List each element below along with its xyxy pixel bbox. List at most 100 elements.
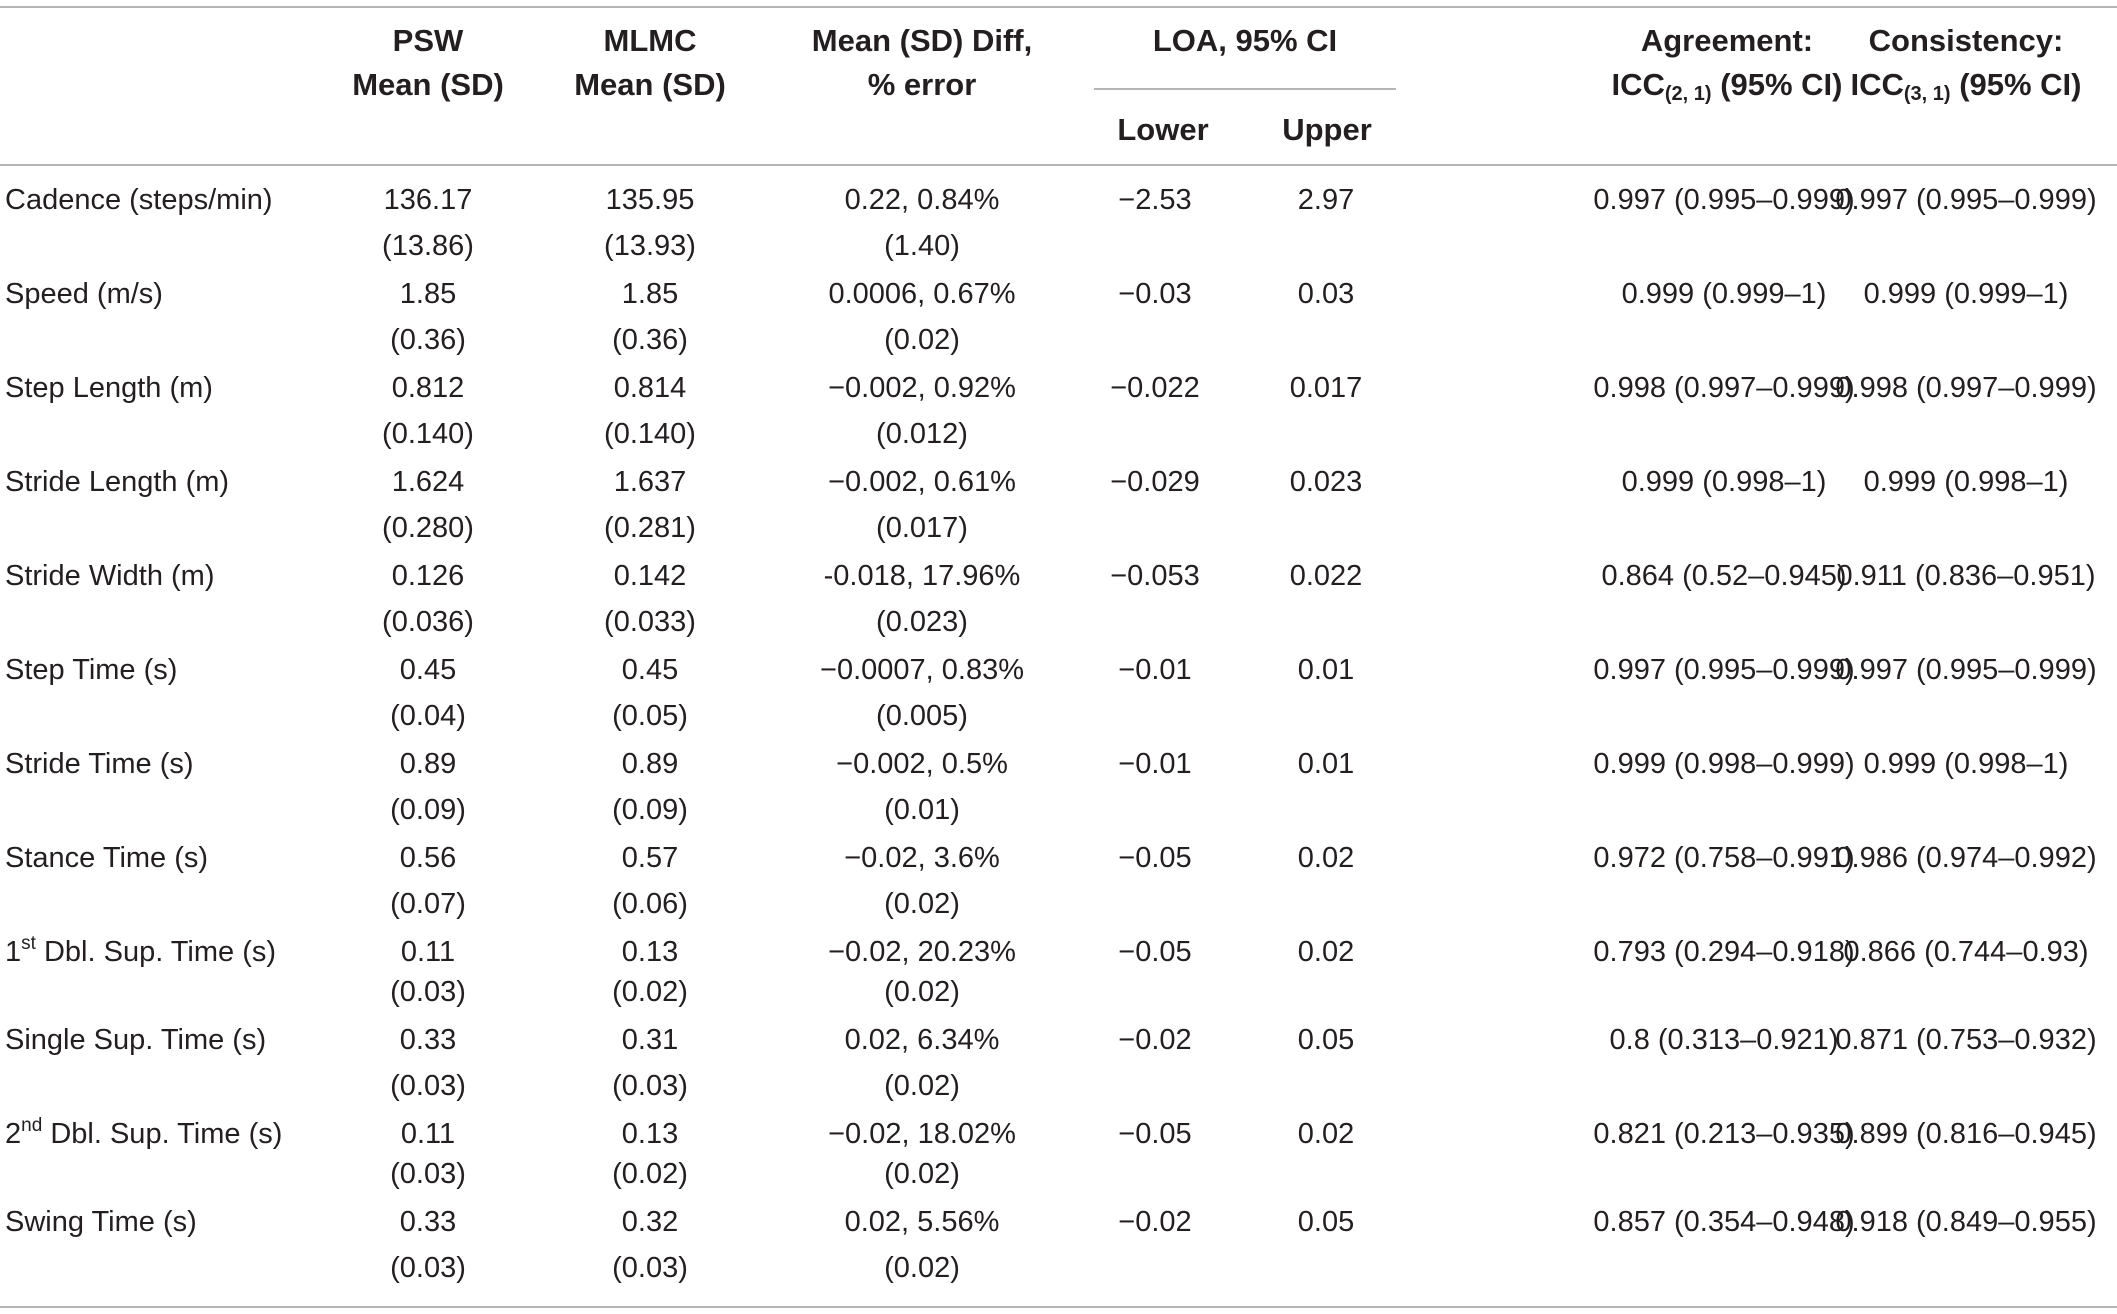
diff-sd: (1.40) (884, 230, 960, 262)
diff-sd: (0.02) (884, 324, 960, 356)
diff-value: 0.02, 6.34% (844, 1024, 1000, 1056)
psw-sd: (0.03) (390, 976, 466, 1008)
psw-value: 0.33 (399, 1024, 457, 1056)
psw-value: 0.45 (399, 654, 457, 686)
header-psw-line2: Mean (SD) (352, 67, 504, 102)
consistency-icc: 0.999 (0.999–1) (1863, 278, 2069, 310)
icc-label: ICC (1850, 67, 1904, 102)
icc-subscript: (3, 1) (1903, 83, 1951, 105)
mlmc-value: 0.142 (613, 560, 687, 592)
psw-sd: (13.86) (382, 230, 474, 262)
row-label-text: Stride Width (m) (5, 560, 215, 592)
diff-value: −0.002, 0.92% (828, 372, 1016, 404)
consistency-icc: 0.999 (0.998–1) (1863, 466, 2069, 498)
header-mlmc-line2: Mean (SD) (574, 67, 726, 102)
loa-upper: 0.022 (1289, 560, 1363, 592)
row-label: Cadence (steps/min) (5, 182, 273, 218)
loa-upper: 0.02 (1297, 936, 1355, 968)
mlmc-sd: (0.09) (612, 794, 688, 826)
header-rule (0, 164, 2117, 166)
mlmc-value: 0.13 (621, 936, 679, 968)
diff-value: −0.02, 3.6% (844, 842, 1000, 874)
mlmc-value: 0.57 (621, 842, 679, 874)
row-label: Stride Time (s) (5, 746, 194, 782)
diff-value: −0.002, 0.61% (828, 466, 1016, 498)
mlmc-sd: (0.140) (604, 418, 696, 450)
diff-value: 0.0006, 0.67% (828, 278, 1016, 310)
psw-value: 0.33 (399, 1206, 457, 1238)
mlmc-value: 0.45 (621, 654, 679, 686)
loa-lower: −0.01 (1118, 748, 1192, 780)
icc-subscript: (2, 1) (1664, 83, 1712, 105)
mlmc-value: 0.32 (621, 1206, 679, 1238)
mlmc-value: 0.13 (621, 1118, 679, 1150)
loa-lower: −0.05 (1118, 936, 1192, 968)
mlmc-value: 0.814 (613, 372, 687, 404)
row-label-text: Cadence (steps/min) (5, 184, 273, 216)
loa-lower: −0.02 (1118, 1206, 1192, 1238)
agreement-icc: 0.793 (0.294–0.918) (1593, 936, 1855, 968)
header-diff-line2: % error (867, 67, 977, 102)
row-label-text: Step Length (m) (5, 372, 213, 404)
loa-upper: 0.02 (1297, 842, 1355, 874)
icc-label: ICC (1611, 67, 1665, 102)
loa-upper: 0.023 (1289, 466, 1363, 498)
row-label: Single Sup. Time (s) (5, 1022, 266, 1058)
loa-upper: 0.03 (1297, 278, 1355, 310)
loa-upper: 2.97 (1297, 184, 1355, 216)
mlmc-sd: (0.06) (612, 888, 688, 920)
agreement-icc: 0.999 (0.998–1) (1621, 466, 1827, 498)
row-label: Swing Time (s) (5, 1204, 197, 1240)
header-lower: Lower (1117, 112, 1209, 147)
diff-sd: (0.02) (884, 1070, 960, 1102)
loa-lower: −0.03 (1118, 278, 1192, 310)
ci-label: (95% CI) (1711, 67, 1843, 102)
mlmc-sd: (0.02) (612, 1158, 688, 1190)
diff-value: 0.02, 5.56% (844, 1206, 1000, 1238)
agreement-icc: 0.8 (0.313–0.921) (1609, 1024, 1839, 1056)
row-label-ordinal: st (21, 933, 36, 954)
loa-upper: 0.05 (1297, 1024, 1355, 1056)
agreement-icc: 0.997 (0.995–0.999) (1593, 184, 1855, 216)
row-label-text: Stance Time (s) (5, 842, 209, 874)
agreement-icc: 0.999 (0.999–1) (1621, 278, 1827, 310)
psw-sd: (0.03) (390, 1252, 466, 1284)
psw-value: 0.11 (400, 936, 456, 968)
psw-value: 0.812 (391, 372, 465, 404)
agreement-icc: 0.999 (0.998–0.999) (1593, 748, 1855, 780)
diff-sd: (0.02) (884, 1158, 960, 1190)
psw-sd: (0.03) (390, 1070, 466, 1102)
mlmc-sd: (0.033) (604, 606, 696, 638)
header-psw-line1: PSW (392, 23, 464, 58)
row-label-text: Single Sup. Time (s) (5, 1024, 267, 1056)
header-agreement: Agreement: ICC(2, 1) (95% CI) (1612, 19, 1843, 116)
consistency-icc: 0.918 (0.849–0.955) (1835, 1206, 2097, 1238)
consistency-icc: 0.998 (0.997–0.999) (1835, 372, 2097, 404)
mlmc-sd: (0.281) (604, 512, 696, 544)
loa-lower: −2.53 (1118, 184, 1192, 216)
consistency-icc: 0.911 (0.836–0.951) (1836, 560, 2096, 592)
psw-sd: (0.140) (382, 418, 474, 450)
loa-lower: −0.05 (1118, 842, 1192, 874)
row-label: 2nd Dbl. Sup. Time (s) (5, 1116, 282, 1152)
loa-lower: −0.02 (1118, 1024, 1192, 1056)
bottom-rule (0, 1306, 2117, 1308)
row-label-number: 2 (5, 1118, 22, 1150)
diff-value: −0.002, 0.5% (836, 748, 1008, 780)
psw-sd: (0.03) (390, 1158, 466, 1190)
row-label-text: Dbl. Sup. Time (s) (35, 936, 277, 968)
row-label-number: 1 (5, 936, 22, 968)
diff-sd: (0.01) (884, 794, 960, 826)
diff-sd: (0.02) (884, 1252, 960, 1284)
header-loa: LOA, 95% CI (1152, 23, 1338, 58)
psw-sd: (0.04) (390, 700, 466, 732)
header-diff: Mean (SD) Diff, % error (812, 19, 1032, 107)
row-label-text: Dbl. Sup. Time (s) (42, 1118, 283, 1150)
row-label-text: Swing Time (s) (5, 1206, 197, 1238)
agreement-icc: 0.857 (0.354–0.948) (1593, 1206, 1855, 1238)
mlmc-sd: (0.02) (612, 976, 688, 1008)
psw-sd: (0.036) (382, 606, 474, 638)
top-rule (0, 6, 2117, 8)
psw-value: 0.11 (400, 1118, 456, 1150)
